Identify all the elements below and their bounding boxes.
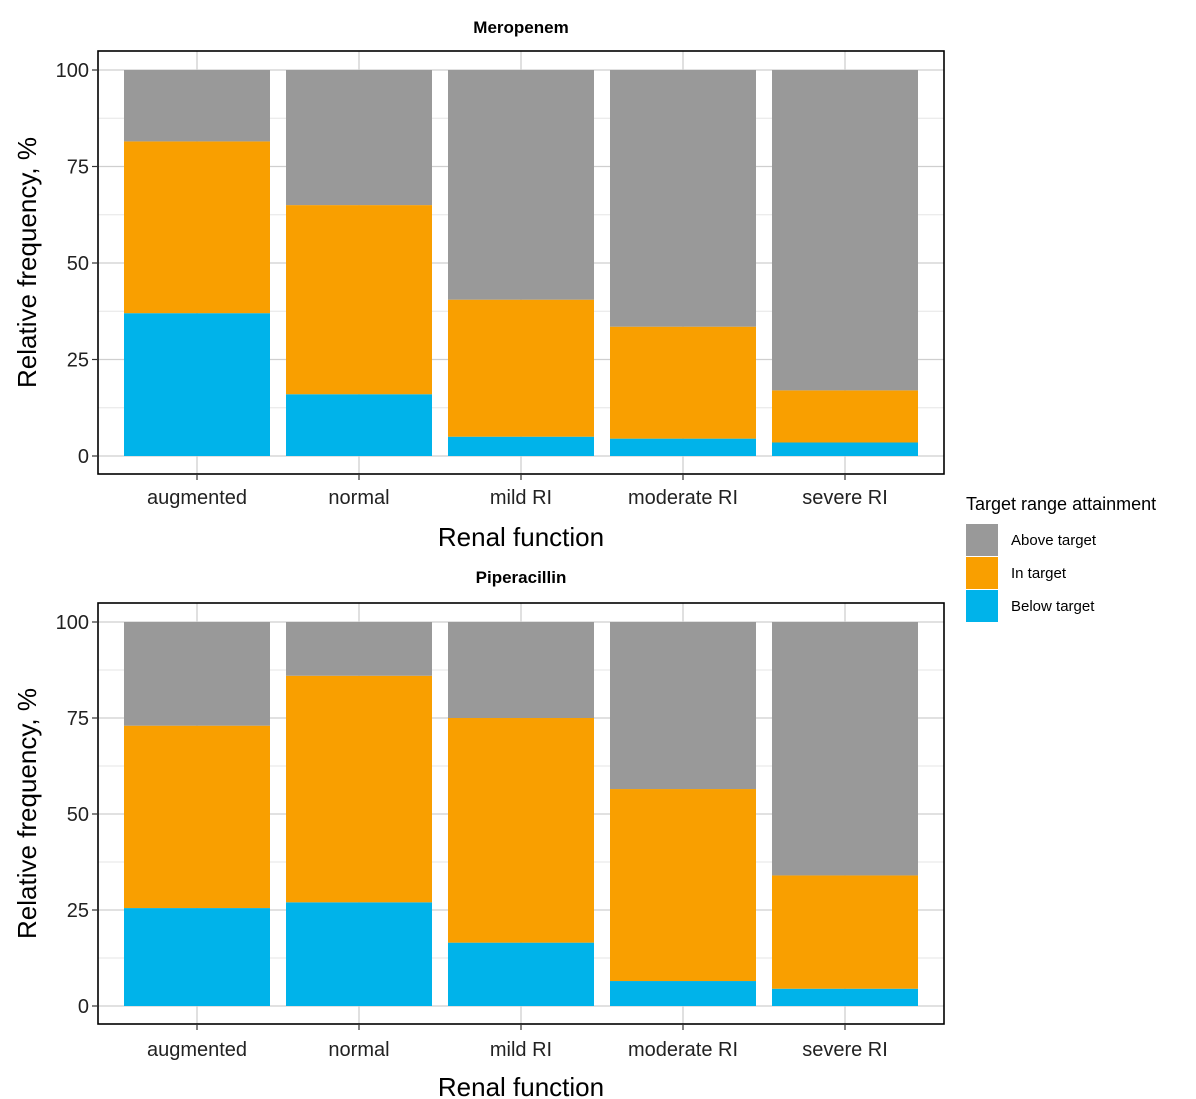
bar-below-target-mild-ri	[448, 436, 594, 456]
bar-below-target-moderate-ri	[610, 981, 756, 1006]
y-tick-label: 25	[67, 900, 89, 922]
x-axis-title: Renal function	[438, 522, 604, 552]
bar-below-target-severe-ri	[772, 442, 918, 456]
bar-in-target-augmented	[124, 725, 270, 909]
x-tick-label: mild RI	[490, 1039, 552, 1061]
bar-below-target-mild-ri	[448, 942, 594, 1006]
bar-below-target-augmented	[124, 908, 270, 1006]
bar-below-target-normal	[286, 902, 432, 1006]
bar-below-target-augmented	[124, 313, 270, 456]
x-tick-label: augmented	[147, 1039, 247, 1061]
panel-title: Piperacillin	[476, 568, 567, 587]
y-tick-label: 100	[56, 60, 89, 82]
legend: Target range attainment Above target In t…	[966, 494, 1156, 622]
bar-in-target-moderate-ri	[610, 326, 756, 439]
y-tick-label: 0	[78, 996, 89, 1018]
bar-above-target-augmented	[124, 622, 270, 726]
y-tick-label: 100	[56, 612, 89, 634]
panel-title: Meropenem	[473, 18, 568, 37]
y-axis-title: Relative frequency, %	[12, 688, 42, 939]
legend-swatch	[966, 557, 998, 589]
y-tick-label: 25	[67, 350, 89, 372]
bar-below-target-normal	[286, 394, 432, 456]
y-tick-label: 50	[67, 253, 89, 275]
legend-item-below-target: Below target	[966, 590, 1095, 622]
bar-in-target-normal	[286, 205, 432, 395]
bar-above-target-mild-ri	[448, 622, 594, 718]
legend-swatch	[966, 524, 998, 556]
legend-item-above-target: Above target	[966, 524, 1097, 556]
legend-title: Target range attainment	[966, 494, 1156, 514]
bar-above-target-augmented	[124, 70, 270, 142]
x-tick-label: moderate RI	[628, 1039, 738, 1061]
legend-label: Below target	[1011, 598, 1095, 615]
bar-above-target-severe-ri	[772, 70, 918, 391]
bar-in-target-severe-ri	[772, 875, 918, 989]
legend-label: In target	[1011, 565, 1067, 582]
x-tick-label: normal	[328, 487, 389, 509]
legend-item-in-target: In target	[966, 557, 1067, 589]
bar-in-target-normal	[286, 675, 432, 903]
y-tick-label: 50	[67, 804, 89, 826]
x-tick-label: mild RI	[490, 487, 552, 509]
bar-below-target-severe-ri	[772, 988, 918, 1006]
y-tick-label: 75	[67, 157, 89, 179]
x-tick-label: normal	[328, 1039, 389, 1061]
bar-in-target-augmented	[124, 141, 270, 314]
bar-above-target-mild-ri	[448, 70, 594, 300]
bar-in-target-severe-ri	[772, 390, 918, 443]
y-axis-title: Relative frequency, %	[12, 137, 42, 388]
x-tick-label: moderate RI	[628, 487, 738, 509]
bar-above-target-normal	[286, 622, 432, 676]
y-tick-label: 75	[67, 708, 89, 730]
bar-above-target-severe-ri	[772, 622, 918, 876]
bar-below-target-moderate-ri	[610, 438, 756, 456]
legend-swatch	[966, 590, 998, 622]
chart-panel-piperacillin: 0 25 50 75 100 augmented normal mild RI moderate…	[12, 568, 945, 1099]
x-tick-label: severe RI	[802, 487, 888, 509]
x-axis-title: Renal function	[438, 1072, 604, 1099]
bar-above-target-moderate-ri	[610, 622, 756, 790]
x-tick-label: augmented	[147, 487, 247, 509]
bar-above-target-moderate-ri	[610, 70, 756, 327]
chart-panel-meropenem: 0 25 50 75 100 augmented normal mild RI moderate…	[12, 18, 945, 552]
bar-above-target-normal	[286, 70, 432, 206]
y-tick-label: 0	[78, 446, 89, 468]
legend-label: Above target	[1011, 532, 1097, 549]
bar-in-target-moderate-ri	[610, 789, 756, 982]
x-tick-label: severe RI	[802, 1039, 888, 1061]
bar-in-target-mild-ri	[448, 718, 594, 943]
bar-in-target-mild-ri	[448, 299, 594, 437]
